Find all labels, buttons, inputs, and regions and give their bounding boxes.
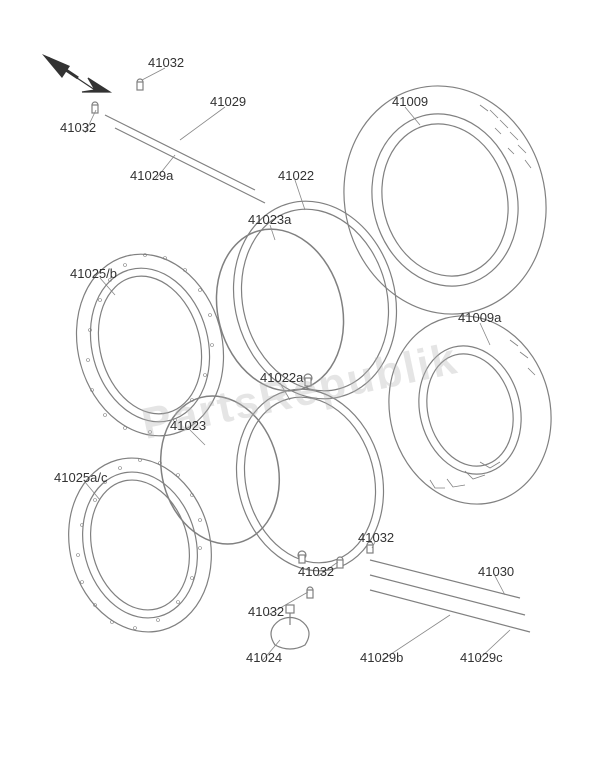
label-41025b: 41025/b	[70, 266, 117, 281]
parts-diagram	[0, 0, 600, 784]
label-41009a: 41009a	[458, 310, 501, 325]
label-41032-r2: 41032	[298, 564, 334, 579]
label-41023: 41023	[170, 418, 206, 433]
label-41025ac: 41025a/c	[54, 470, 108, 485]
label-41022: 41022	[278, 168, 314, 183]
label-41032-left: 41032	[60, 120, 96, 135]
label-41023a: 41023a	[248, 212, 291, 227]
label-41029a: 41029a	[130, 168, 173, 183]
label-41032-r1: 41032	[358, 530, 394, 545]
label-41030: 41030	[478, 564, 514, 579]
label-41032-r3: 41032	[248, 604, 284, 619]
label-41009: 41009	[392, 94, 428, 109]
label-41032-top: 41032	[148, 55, 184, 70]
label-41022a: 41022a	[260, 370, 303, 385]
label-41029-top: 41029	[210, 94, 246, 109]
label-41024: 41024	[246, 650, 282, 665]
label-41029b: 41029b	[360, 650, 403, 665]
label-41029c: 41029c	[460, 650, 503, 665]
